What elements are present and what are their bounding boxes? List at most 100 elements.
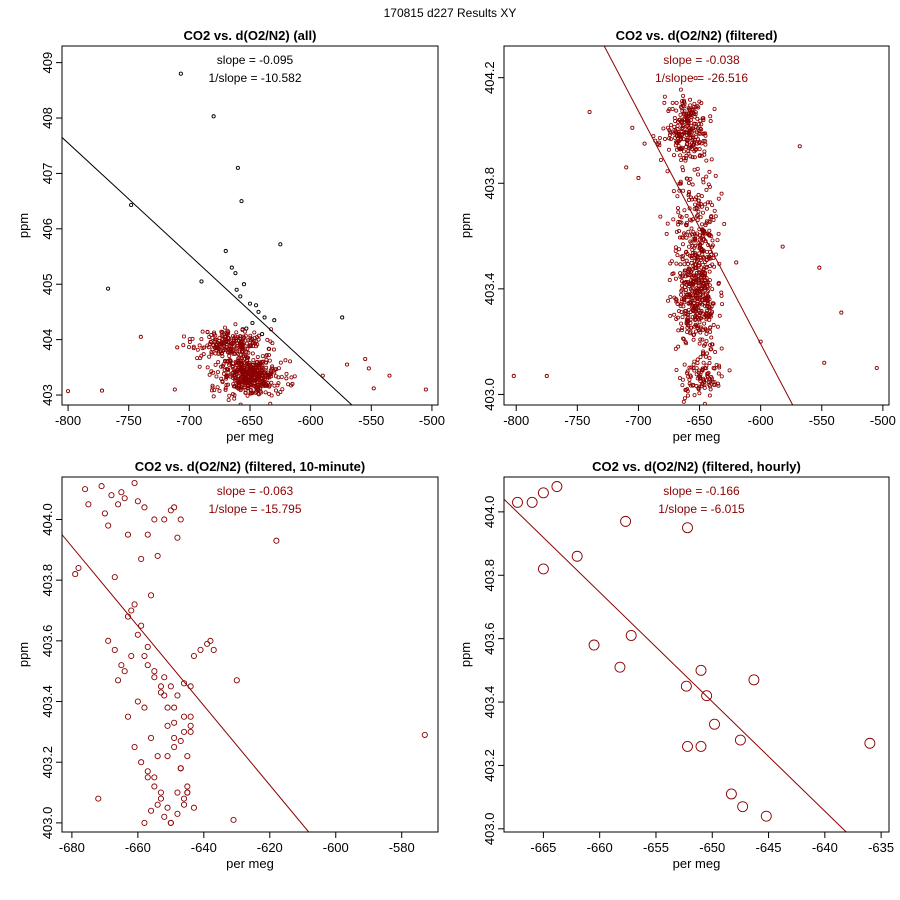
data-point — [268, 339, 273, 344]
data-point — [674, 261, 679, 266]
data-point — [698, 286, 703, 291]
data-point — [247, 301, 253, 306]
data-point — [134, 631, 141, 638]
data-point — [288, 359, 293, 364]
data-point — [230, 373, 235, 378]
data-point — [702, 401, 707, 405]
data-point — [668, 130, 673, 135]
data-point — [706, 200, 711, 205]
data-point — [693, 278, 698, 283]
x-tick-label: -635 — [868, 840, 894, 855]
data-point — [141, 819, 148, 826]
data-point — [266, 371, 271, 376]
data-point — [688, 383, 693, 388]
data-point — [687, 126, 692, 131]
data-point — [683, 232, 688, 237]
data-point — [681, 399, 686, 404]
data-point — [700, 311, 705, 316]
data-point — [675, 194, 680, 199]
data-point — [181, 343, 186, 348]
data-point — [704, 296, 709, 301]
data-point — [249, 366, 254, 371]
data-point — [148, 807, 155, 814]
data-point — [66, 389, 71, 394]
data-point — [672, 135, 677, 140]
data-point — [704, 174, 709, 179]
data-point — [245, 393, 250, 398]
data-point — [698, 242, 703, 247]
data-point — [268, 401, 273, 405]
data-point — [685, 272, 690, 277]
data-point — [700, 366, 705, 371]
data-point — [697, 292, 702, 297]
data-point — [263, 368, 268, 373]
x-tick-label: -500 — [419, 413, 445, 428]
data-point — [231, 338, 236, 343]
data-point — [698, 293, 703, 298]
data-point — [689, 325, 694, 330]
data-point — [694, 207, 699, 212]
data-point — [679, 299, 684, 304]
data-point — [719, 191, 724, 196]
data-point — [371, 386, 376, 391]
data-point — [681, 337, 686, 342]
data-point — [161, 516, 168, 523]
data-point — [587, 109, 592, 115]
data-point — [682, 262, 687, 267]
data-point — [708, 325, 713, 330]
data-point — [685, 120, 690, 125]
data-point — [691, 128, 696, 133]
data-point — [748, 674, 760, 686]
chart-panel-2: CO2 vs. d(O2/N2) (filtered) slope = -0.03… — [458, 28, 896, 444]
y-tick-label: 403.4 — [40, 685, 55, 718]
data-point — [210, 383, 215, 388]
data-point — [686, 244, 691, 249]
data-point — [99, 388, 105, 393]
data-point — [223, 248, 228, 254]
data-point — [711, 256, 716, 261]
data-point — [245, 365, 250, 370]
data-point — [215, 385, 220, 390]
data-point — [694, 266, 699, 271]
data-point — [697, 376, 702, 381]
data-point — [138, 555, 145, 562]
data-point — [702, 296, 707, 301]
data-point — [255, 362, 260, 367]
data-point — [692, 104, 697, 109]
y-tick-label: 403.6 — [482, 622, 497, 655]
data-point — [233, 351, 238, 356]
data-point — [668, 261, 673, 266]
data-point — [225, 328, 230, 333]
data-point — [700, 273, 705, 278]
data-point — [246, 385, 251, 390]
data-point — [691, 143, 696, 148]
data-point — [699, 194, 704, 199]
data-point — [246, 338, 251, 343]
data-point — [693, 202, 698, 207]
data-point — [224, 366, 229, 371]
data-point — [680, 325, 685, 330]
data-point — [707, 382, 712, 387]
data-point — [207, 637, 214, 644]
data-point — [712, 380, 717, 385]
data-point — [209, 340, 214, 345]
data-point — [214, 374, 219, 379]
data-point — [682, 270, 687, 275]
data-point — [286, 382, 291, 387]
data-point — [673, 297, 678, 302]
data-point — [697, 341, 702, 346]
data-point — [186, 345, 191, 350]
data-point — [220, 364, 225, 369]
data-point — [209, 333, 214, 338]
data-point — [689, 254, 694, 259]
data-point — [205, 365, 210, 370]
data-point — [512, 496, 523, 508]
data-point — [232, 396, 237, 401]
data-point — [421, 731, 428, 738]
data-point — [672, 116, 677, 121]
data-point — [180, 801, 188, 808]
data-point — [822, 360, 827, 365]
data-point — [708, 200, 713, 205]
chart-title: CO2 vs. d(O2/N2) (filtered, 10-minute) — [135, 459, 365, 474]
data-point — [698, 337, 703, 342]
